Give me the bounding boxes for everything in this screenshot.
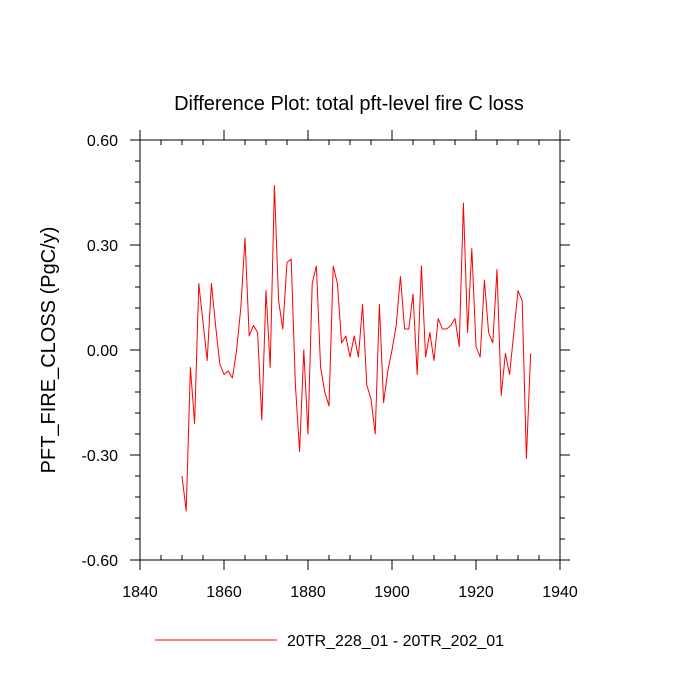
x-tick-label: 1840 xyxy=(122,584,158,601)
plot-area: 1840 1860 1880 1900 1920 1940 -0.60 -0.30 0.00 0.… xyxy=(82,130,578,601)
legend: 20TR_228_01 - 20TR_202_01 xyxy=(155,633,504,650)
y-tick-label: -0.60 xyxy=(82,553,119,570)
series-line xyxy=(181,185,532,512)
x-tick-label: 1900 xyxy=(374,584,410,601)
x-tick-label: 1920 xyxy=(458,584,494,601)
axis-tick-labels: 1840 1860 1880 1900 1920 1940 -0.60 -0.30 0.00 0.… xyxy=(82,133,578,601)
y-tick-label: 0.60 xyxy=(87,133,118,150)
plot-frame xyxy=(139,139,561,561)
y-tick-label: -0.30 xyxy=(82,448,119,465)
x-tick-label: 1940 xyxy=(542,584,578,601)
y-axis-label: PFT_FIRE_CLOSS (PgC/y) xyxy=(38,227,60,474)
legend-label: 20TR_228_01 - 20TR_202_01 xyxy=(287,633,504,650)
x-tick-label: 1860 xyxy=(206,584,242,601)
chart-title: Difference Plot: total pft-level fire C … xyxy=(174,93,524,115)
y-tick-label: 0.00 xyxy=(87,343,118,360)
axis-ticks xyxy=(130,130,570,570)
x-tick-label: 1880 xyxy=(290,584,326,601)
series-layer xyxy=(181,185,532,512)
y-tick-label: 0.30 xyxy=(87,238,118,255)
